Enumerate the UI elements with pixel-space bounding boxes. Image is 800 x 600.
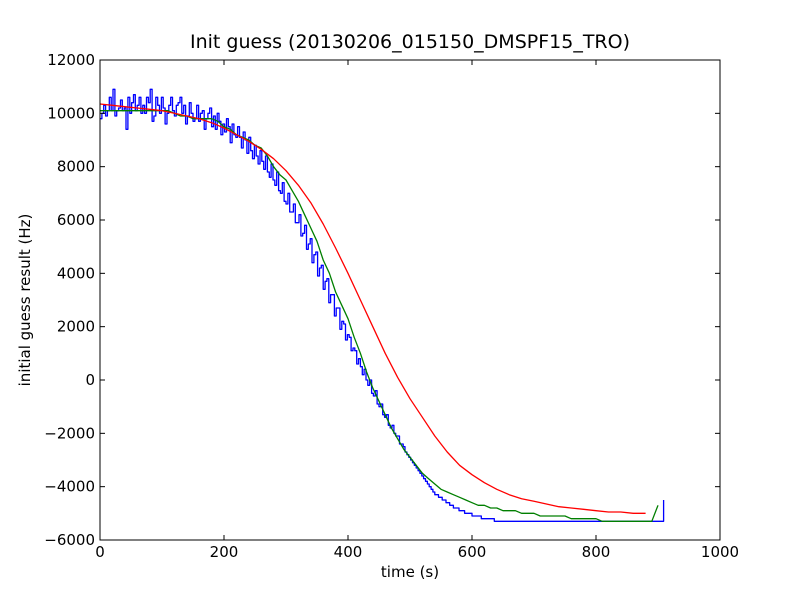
series-line-3 (99, 103, 646, 514)
y-tick-label: −2000 (44, 424, 95, 442)
x-tick-label: 200 (210, 543, 239, 561)
y-tick-label: 2000 (57, 318, 95, 336)
y-axis-ticks: −6000 −4000 −2000 0 2000 4000 6000 8000 10000 120… (44, 51, 720, 549)
y-tick-label: 4000 (57, 264, 95, 282)
y-tick-label: 10000 (47, 104, 95, 122)
plot-frame (99, 59, 721, 541)
y-tick-label: 8000 (57, 158, 95, 176)
y-tick-label: −4000 (44, 478, 95, 496)
y-axis-label: initial guess result (Hz) (16, 214, 34, 387)
x-tick-label: 800 (582, 543, 611, 561)
chart-title: Init guess (20130206_015150_DMSPF15_TRO) (190, 31, 630, 53)
y-tick-label: 6000 (57, 211, 95, 229)
x-tick-label: 1000 (701, 543, 739, 561)
series-line-1 (100, 88, 665, 522)
x-axis-ticks: 0 200 400 600 800 1000 (95, 60, 739, 561)
x-tick-label: 600 (458, 543, 487, 561)
x-axis-label: time (s) (381, 563, 439, 581)
y-tick-label: 12000 (47, 51, 95, 69)
x-tick-label: 0 (95, 543, 105, 561)
x-tick-label: 400 (334, 543, 363, 561)
series-line-2 (100, 110, 659, 522)
series-layer (99, 88, 665, 522)
y-tick-label: 0 (85, 371, 95, 389)
y-tick-label: −6000 (44, 531, 95, 549)
